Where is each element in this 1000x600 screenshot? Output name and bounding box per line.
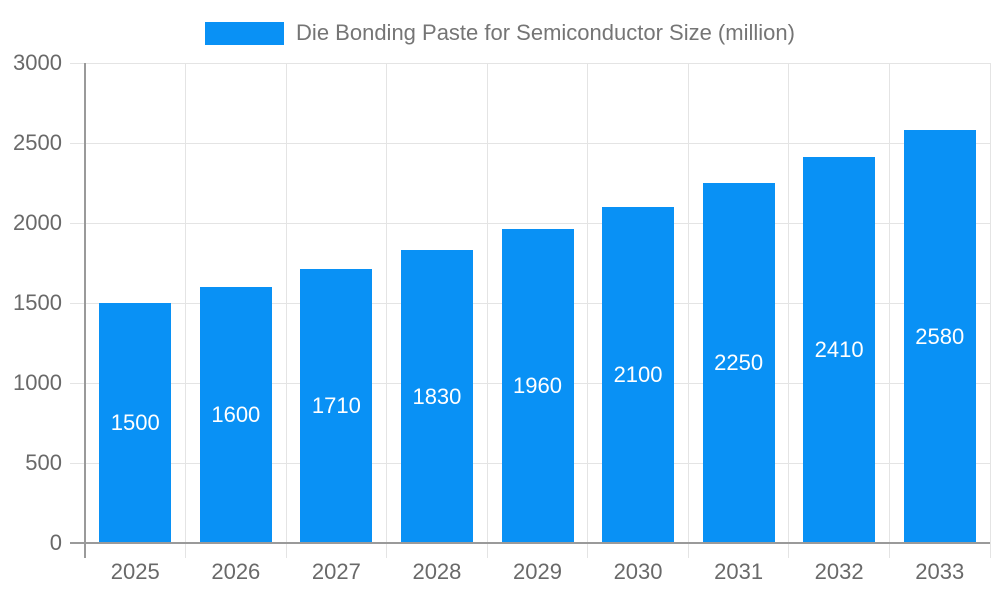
x-tick-label: 2026 — [211, 559, 261, 584]
gridline-vertical — [989, 63, 991, 558]
bar-value-label: 1830 — [412, 383, 462, 409]
bar-value-label: 2410 — [814, 337, 864, 363]
gridline-horizontal — [70, 142, 990, 144]
gridline-vertical — [285, 63, 287, 558]
x-tick-label: 2031 — [714, 559, 764, 584]
y-tick-label: 500 — [25, 450, 62, 475]
gridline-vertical — [587, 63, 589, 558]
x-tick-label: 2032 — [814, 559, 864, 584]
gridline-horizontal — [70, 222, 990, 224]
y-tick-label: 1500 — [13, 290, 62, 315]
bar-value-label: 1710 — [311, 393, 361, 419]
bar-2032[interactable] — [803, 157, 876, 543]
y-tick-label: 1000 — [13, 370, 62, 395]
x-tick-label: 2027 — [311, 559, 361, 584]
gridline-vertical — [888, 63, 890, 558]
bar-value-label: 2250 — [714, 350, 764, 375]
bar-2033[interactable] — [903, 130, 976, 543]
gridline-horizontal — [70, 62, 990, 64]
bar-2027[interactable] — [300, 269, 373, 543]
gridline-vertical — [486, 63, 488, 558]
y-tick-label: 2500 — [13, 130, 62, 155]
x-tick-label: 2029 — [513, 559, 562, 584]
bar-value-label: 2580 — [915, 323, 965, 349]
chart-title: Die Bonding Paste for Semiconductor Size… — [296, 20, 795, 45]
gridline-vertical — [687, 63, 689, 558]
x-tick-label: 2033 — [915, 559, 965, 584]
gridline-vertical — [185, 63, 187, 558]
legend-swatch — [205, 21, 285, 45]
bar-value-label: 2100 — [613, 362, 663, 387]
bar-value-label: 1500 — [110, 410, 160, 435]
bar-2029[interactable] — [501, 229, 574, 543]
y-tick-label: 0 — [49, 530, 62, 555]
bar-2030[interactable] — [602, 207, 675, 543]
x-tick-label: 2028 — [412, 559, 462, 584]
y-axis-line — [84, 63, 86, 558]
x-axis-line — [70, 542, 990, 544]
x-tick-label: 2025 — [110, 559, 160, 584]
x-tick-label: 2030 — [613, 559, 663, 584]
bar-value-label: 1960 — [513, 373, 562, 399]
legend: Die Bonding Paste for Semiconductor Size… — [0, 20, 1000, 46]
bar-2025[interactable] — [99, 303, 172, 543]
bar-2031[interactable] — [702, 183, 775, 543]
gridline-vertical — [788, 63, 790, 558]
bar-2026[interactable] — [199, 287, 272, 543]
bar-value-label: 1600 — [211, 402, 261, 427]
y-tick-label: 2000 — [13, 210, 62, 235]
gridline-vertical — [386, 63, 388, 558]
bar-2028[interactable] — [400, 250, 473, 543]
y-tick-label: 3000 — [13, 50, 62, 75]
